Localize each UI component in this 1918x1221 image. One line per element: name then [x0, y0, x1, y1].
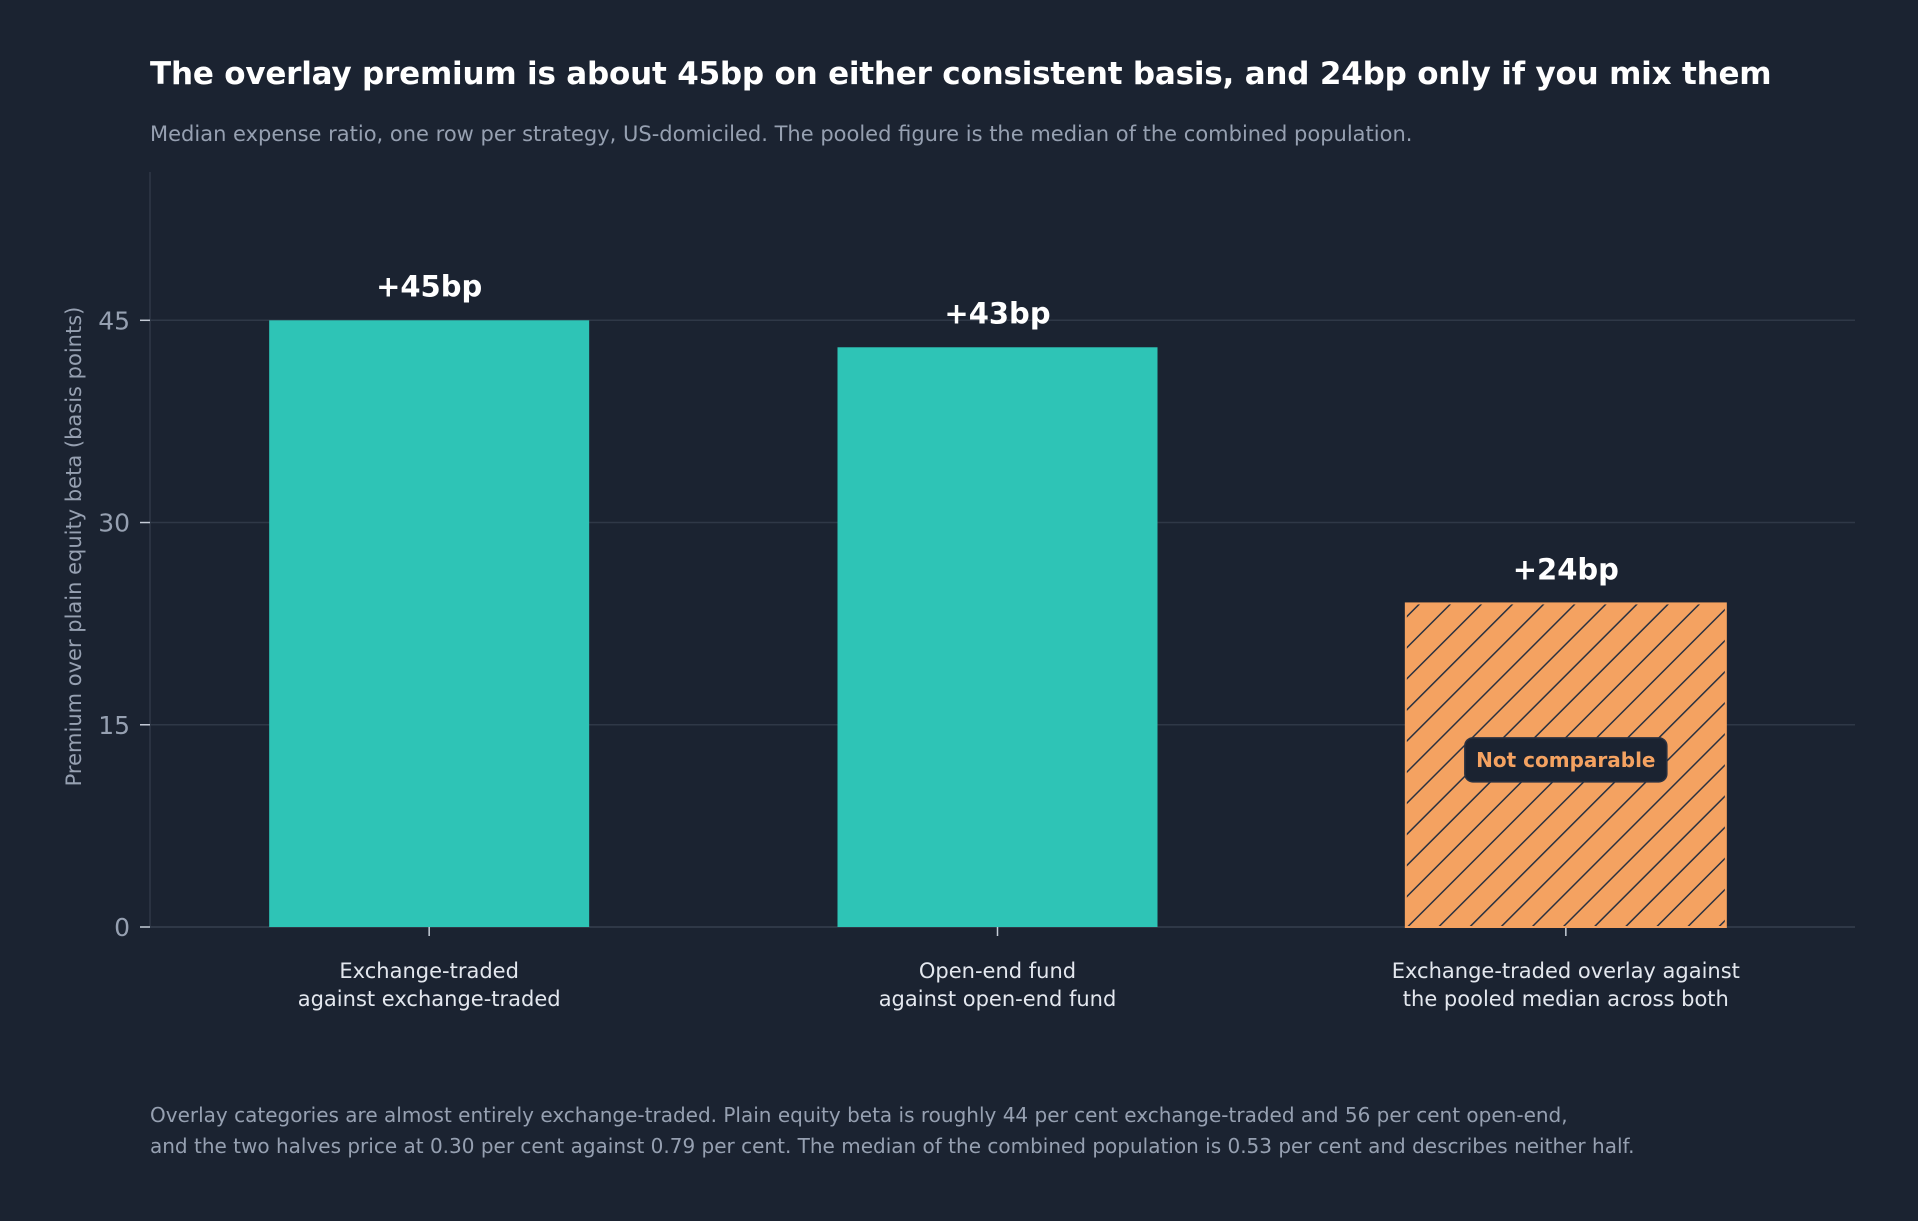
y-tick-label: 0 — [114, 913, 130, 942]
bar-consistent-basis — [837, 347, 1158, 928]
category-label: Exchange-traded — [339, 959, 519, 983]
category-label: against open-end fund — [879, 987, 1117, 1011]
not-comparable-text: Not comparable — [1476, 748, 1655, 772]
data-label: +24bp — [1513, 552, 1619, 586]
bar-outline — [1404, 602, 1727, 929]
data-label: +45bp — [376, 269, 482, 303]
category-label: against exchange-traded — [298, 987, 561, 1011]
y-axis: 0 15 30 45 Premium over plain equity beta (b… — [62, 172, 1567, 942]
chart-title: The overlay premium is about 45bp on eit… — [150, 56, 1772, 92]
y-tick-label: 15 — [98, 711, 130, 740]
data-label: +43bp — [944, 296, 1050, 330]
y-tick-label: 45 — [98, 306, 130, 335]
labels: +45bp Exchange-traded against exchange-tra… — [298, 269, 1740, 1011]
category-label: Exchange-traded overlay against — [1392, 959, 1740, 983]
not-comparable-badge — [1464, 737, 1668, 783]
bars — [269, 320, 1727, 929]
category-label: Open-end fund — [919, 959, 1076, 983]
category-label: the pooled median across both — [1403, 987, 1729, 1011]
bar-consistent-basis — [269, 320, 590, 927]
footnote-line: Overlay categories are almost entirely e… — [150, 1103, 1568, 1127]
footnote-line: and the two halves price at 0.30 per cen… — [150, 1134, 1635, 1158]
footnote: Overlay categories are almost entirely e… — [150, 1100, 1850, 1162]
chart-subtitle: Median expense ratio, one row per strate… — [150, 122, 1413, 146]
y-tick-label: 30 — [98, 509, 130, 538]
y-axis-label: Premium over plain equity beta (basis po… — [62, 307, 86, 787]
